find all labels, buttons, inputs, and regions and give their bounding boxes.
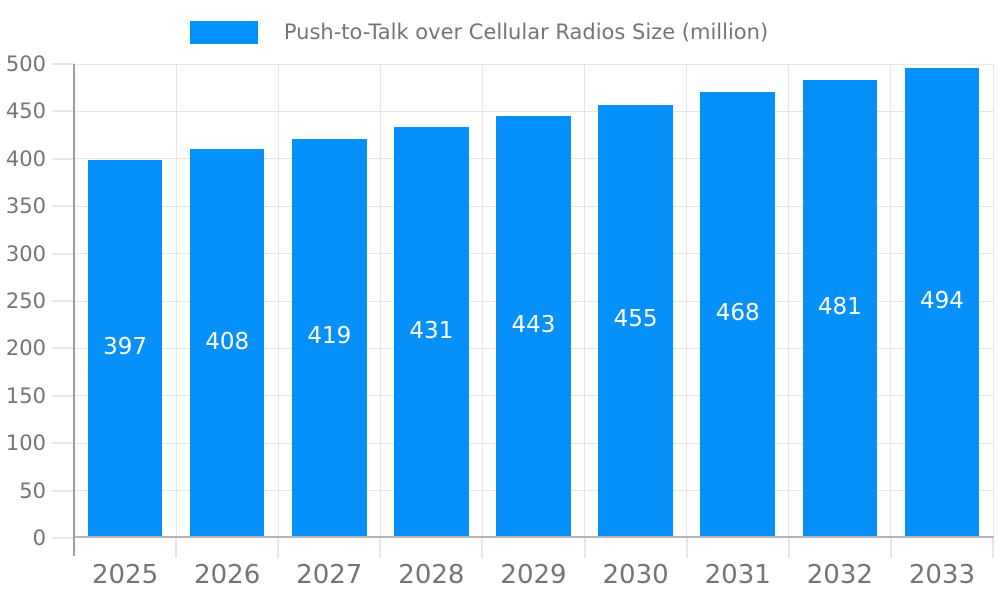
x-tick-5 xyxy=(583,538,586,558)
y-tick-50 xyxy=(52,489,74,492)
x-tick-label-2026: 2026 xyxy=(194,560,261,590)
bar-value-label-2027: 419 xyxy=(307,323,352,350)
y-tick-label-200: 200 xyxy=(5,336,46,361)
gridline-x-8 xyxy=(890,64,892,538)
bar-2025: 397 xyxy=(87,159,163,536)
y-tick-label-450: 450 xyxy=(5,99,46,124)
y-tick-label-400: 400 xyxy=(5,146,46,171)
bar-2026: 408 xyxy=(189,149,265,536)
y-axis-line xyxy=(73,64,75,556)
y-tick-150 xyxy=(52,394,74,397)
x-tick-9 xyxy=(992,538,994,558)
y-tick-500 xyxy=(52,63,74,65)
x-tick-label-2032: 2032 xyxy=(806,560,873,590)
x-tick-label-2025: 2025 xyxy=(91,560,159,590)
y-tick-300 xyxy=(52,252,74,255)
bar-2028: 431 xyxy=(394,127,469,536)
x-tick-label-2029: 2029 xyxy=(500,560,567,590)
legend-series-label: Push-to-Talk over Cellular Radios Size (… xyxy=(283,20,769,44)
bar-value-label-2026: 408 xyxy=(205,328,250,355)
bar-value-label-2030: 455 xyxy=(613,306,658,333)
x-tick-label-2027: 2027 xyxy=(296,560,363,590)
y-tick-label-300: 300 xyxy=(5,241,46,266)
y-tick-350 xyxy=(52,205,74,208)
y-tick-400 xyxy=(52,157,74,160)
x-tick-7 xyxy=(787,538,790,558)
y-tick-label-0: 0 xyxy=(32,526,46,550)
y-tick-label-500: 500 xyxy=(5,52,46,76)
x-tick-6 xyxy=(685,538,688,558)
bar-value-label-2033: 494 xyxy=(919,287,964,314)
gridline-x-6 xyxy=(686,64,688,538)
legend[interactable]: Push-to-Talk over Cellular Radios Size (… xyxy=(0,14,958,50)
gridline-x-5 xyxy=(584,64,586,538)
x-tick-label-2030: 2030 xyxy=(602,560,669,590)
x-tick-label-2031: 2031 xyxy=(704,560,771,590)
bar-2027: 419 xyxy=(292,138,367,536)
bar-2031: 468 xyxy=(700,92,775,536)
y-tick-450 xyxy=(52,110,74,113)
y-tick-label-350: 350 xyxy=(5,194,46,219)
gridline-x-9 xyxy=(992,64,994,538)
x-tick-label-2033: 2033 xyxy=(908,560,976,590)
y-tick-200 xyxy=(52,347,74,350)
y-tick-label-50: 50 xyxy=(19,478,46,503)
plot-area: 397 408 419 431 443 455 468 481 494 0 50 100 150 200… xyxy=(6,52,994,590)
gridline-x-2 xyxy=(277,64,279,538)
bar-2030: 455 xyxy=(598,104,673,536)
x-tick-4 xyxy=(481,538,484,558)
y-tick-label-150: 150 xyxy=(5,383,46,408)
bar-value-label-2032: 481 xyxy=(817,294,862,320)
bar-value-label-2031: 468 xyxy=(715,300,760,327)
y-tick-label-100: 100 xyxy=(5,431,46,456)
bar-value-label-2025: 397 xyxy=(103,333,147,360)
y-tick-100 xyxy=(52,442,74,445)
gridline-x-4 xyxy=(481,64,483,538)
bar-value-label-2028: 431 xyxy=(409,317,454,344)
x-tick-8 xyxy=(889,538,892,558)
y-tick-0 xyxy=(52,537,74,539)
x-axis-line xyxy=(73,536,994,538)
legend-swatch xyxy=(189,20,258,44)
bar-value-label-2029: 443 xyxy=(511,312,556,339)
gridline-y-450 xyxy=(74,110,993,112)
gridline-y-500 xyxy=(74,63,993,65)
gridline-x-1 xyxy=(175,64,177,538)
y-tick-label-250: 250 xyxy=(5,289,46,313)
y-tick-250 xyxy=(52,300,74,302)
x-tick-2 xyxy=(277,538,280,558)
x-tick-label-2028: 2028 xyxy=(398,560,465,590)
gridline-x-7 xyxy=(788,64,790,538)
bar-2029: 443 xyxy=(496,116,571,536)
x-tick-1 xyxy=(175,538,178,558)
bar-2032: 481 xyxy=(802,80,878,536)
x-tick-3 xyxy=(379,538,382,558)
gridline-x-3 xyxy=(379,64,381,538)
bar-2033: 494 xyxy=(904,67,980,536)
